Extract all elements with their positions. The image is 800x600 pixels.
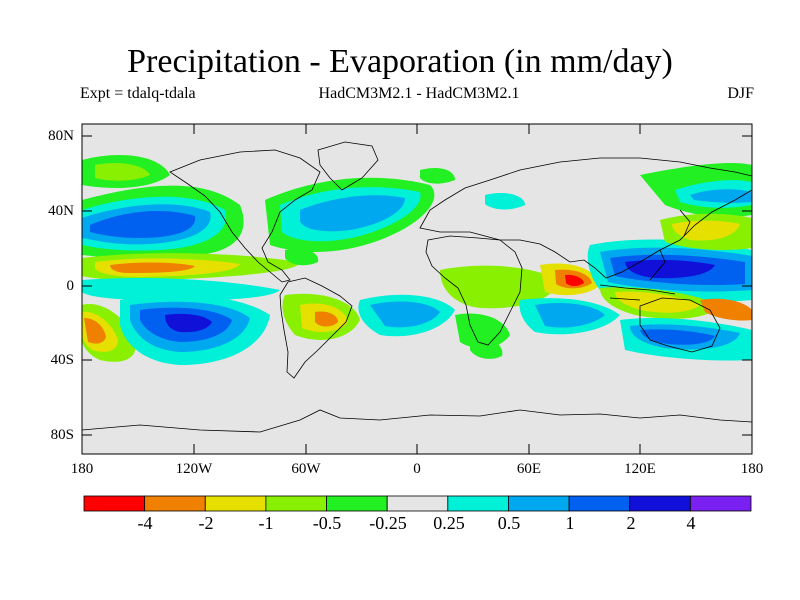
coastline-south-america [279, 277, 353, 379]
lon-tick-label: 180 [70, 461, 94, 477]
lon-tick-label: 0 [413, 461, 421, 477]
lon-tick-label: 120E [624, 461, 656, 477]
field-region [84, 318, 106, 344]
field-region [535, 303, 605, 328]
field-region [565, 274, 584, 286]
lat-tick-label: 40S [50, 352, 74, 368]
colorbar [83, 495, 752, 512]
colorbar-swatch [629, 495, 691, 512]
lon-tick-label: 120W [175, 461, 213, 477]
field-region [615, 291, 700, 313]
colorbar-swatch [265, 495, 327, 512]
colorbar-swatch [204, 495, 267, 512]
colorbar-swatch [508, 495, 570, 512]
coastline-africa [425, 235, 523, 346]
colorbar-swatch [689, 495, 752, 512]
colorbar-label: 0.25 [433, 513, 465, 533]
colorbar-label: -1 [258, 513, 274, 533]
field-region [470, 338, 503, 359]
experiment-label: Expt = tdalq-tdala [80, 85, 196, 102]
coastline-greenland [317, 141, 379, 191]
colorbar-label: -2 [198, 513, 214, 533]
field-region [285, 248, 319, 266]
lat-tick-label: 40N [48, 203, 74, 219]
field-region [110, 262, 195, 273]
field-region [315, 311, 338, 327]
field-region [420, 168, 455, 184]
colorbar-swatch [447, 495, 509, 512]
field-region [95, 163, 150, 181]
coastline-indonesia [599, 249, 676, 301]
season-label: DJF [727, 85, 754, 102]
map-title: Precipitation - Evaporation (in mm/day) [127, 43, 673, 80]
coastline-antarctica [82, 409, 752, 433]
lat-tick-label: 0 [66, 278, 75, 294]
colorbar-label: 1 [565, 513, 575, 533]
colorbar-label: 0.5 [497, 513, 521, 533]
coastline-japan [679, 209, 691, 237]
coastline-australia [639, 297, 721, 353]
colorbar-label: -0.5 [312, 513, 342, 533]
field-region [300, 195, 405, 232]
lon-tick-label: 60W [291, 461, 321, 477]
field-region [640, 329, 715, 345]
lon-tick-label: 180 [740, 461, 764, 477]
lat-tick-label: 80S [50, 427, 74, 443]
colorbar-label: -4 [137, 513, 153, 533]
colorbar-swatch [386, 495, 449, 512]
field-region [370, 301, 440, 328]
field-region [672, 220, 740, 241]
field-layer [82, 124, 752, 454]
field-region [82, 278, 280, 301]
axis-ticks [82, 124, 752, 454]
coastline-north-america [169, 149, 321, 283]
field-region [90, 210, 196, 238]
colorbar-label: 2 [626, 513, 636, 533]
colorbar-label: 4 [686, 513, 696, 533]
colorbar-swatch [568, 495, 631, 512]
field-region [440, 265, 560, 309]
colorbar-swatch [144, 495, 206, 512]
colorbar-label: -0.25 [369, 513, 407, 533]
colorbar-swatch [326, 495, 388, 512]
lat-tick-label: 80N [48, 128, 74, 144]
lon-tick-label: 60E [516, 461, 542, 477]
coastlines [82, 141, 752, 433]
field-region [165, 313, 212, 333]
field-region [625, 259, 715, 279]
colorbar-swatch [83, 495, 146, 512]
coastline-europe-asia [419, 157, 752, 279]
model-comparison-label: HadCM3M2.1 - HadCM3M2.1 [318, 85, 520, 102]
field-region [455, 313, 510, 349]
field-region [485, 193, 525, 210]
